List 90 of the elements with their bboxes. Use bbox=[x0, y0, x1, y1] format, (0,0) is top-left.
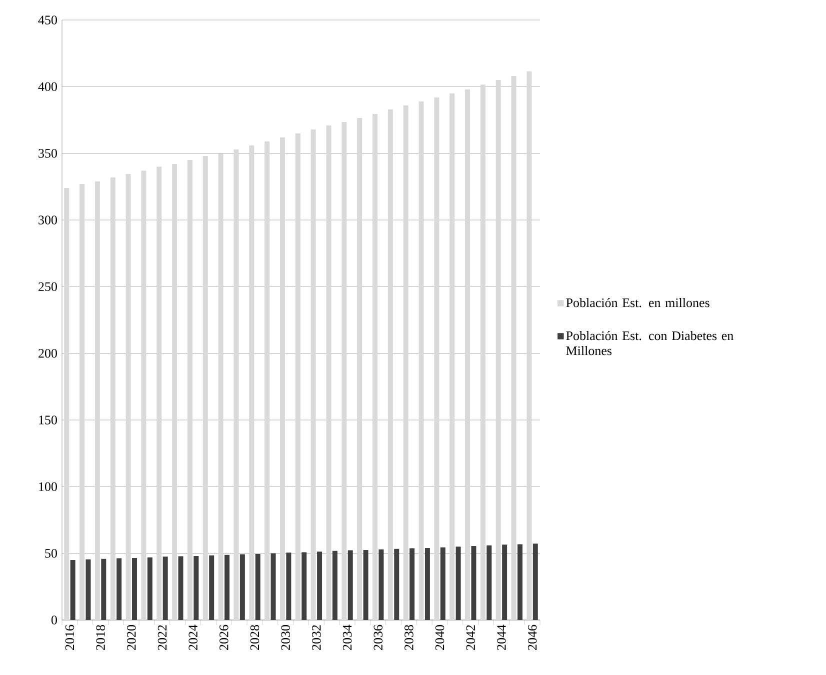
bar bbox=[126, 174, 131, 620]
bar bbox=[363, 550, 368, 620]
bar bbox=[255, 554, 260, 620]
x-tick-label: 2030 bbox=[281, 625, 290, 650]
legend-label: Población Est. en millones bbox=[566, 298, 710, 308]
y-tick-label: 200 bbox=[38, 348, 57, 358]
bar bbox=[532, 544, 538, 620]
bar bbox=[249, 145, 254, 620]
bar bbox=[172, 164, 178, 620]
legend-label: Población Est. con Diabetes en Millones bbox=[566, 330, 734, 356]
bar bbox=[240, 554, 245, 620]
bar bbox=[286, 552, 292, 620]
x-tick-label: 2042 bbox=[466, 625, 475, 650]
bar bbox=[264, 141, 270, 620]
x-tick-label: 2020 bbox=[127, 625, 136, 650]
bar bbox=[526, 71, 532, 620]
bar bbox=[132, 558, 137, 620]
bar bbox=[378, 549, 384, 620]
bar bbox=[496, 80, 501, 620]
bar bbox=[403, 105, 408, 620]
bar bbox=[162, 556, 168, 620]
bar bbox=[326, 125, 332, 620]
bar bbox=[517, 544, 522, 620]
x-tick-label: 2028 bbox=[250, 625, 260, 650]
bar bbox=[178, 556, 184, 620]
x-tick-label: 2036 bbox=[374, 624, 382, 650]
y-tick-label: 50 bbox=[45, 548, 57, 558]
bar bbox=[486, 545, 492, 620]
bar bbox=[116, 558, 122, 620]
bar bbox=[348, 550, 353, 620]
bar bbox=[280, 137, 285, 620]
x-tick-label: 2046 bbox=[528, 624, 537, 650]
bar bbox=[94, 181, 100, 620]
bar bbox=[202, 156, 208, 620]
bar bbox=[218, 153, 224, 620]
bar bbox=[270, 553, 276, 620]
x-tick-label: 2026 bbox=[220, 624, 228, 650]
bar bbox=[394, 548, 400, 620]
y-tick-label: 350 bbox=[38, 148, 57, 158]
x-tick-label: 2022 bbox=[158, 625, 167, 650]
bar bbox=[342, 122, 347, 620]
x-tick-label: 2034 bbox=[342, 624, 352, 650]
bar bbox=[465, 89, 470, 620]
bar bbox=[156, 166, 162, 620]
bar bbox=[70, 560, 76, 620]
bar bbox=[418, 101, 424, 620]
bar bbox=[194, 556, 199, 620]
bar bbox=[310, 129, 316, 620]
x-tick-label: 2040 bbox=[435, 625, 444, 650]
bar bbox=[317, 552, 322, 620]
y-tick-label: 0 bbox=[51, 616, 57, 624]
bar bbox=[440, 547, 446, 620]
x-tick-label: 2016 bbox=[65, 624, 74, 650]
bar bbox=[86, 559, 91, 620]
x-tick-label: 2038 bbox=[404, 625, 414, 650]
bar bbox=[502, 544, 508, 620]
y-tick-label: 450 bbox=[38, 16, 57, 24]
y-tick-label: 400 bbox=[38, 82, 57, 92]
bar bbox=[471, 546, 476, 620]
y-tick-label: 150 bbox=[39, 416, 57, 424]
bar bbox=[456, 546, 461, 620]
bar bbox=[64, 188, 70, 620]
bar bbox=[147, 557, 152, 620]
x-tick-label: 2044 bbox=[497, 624, 506, 650]
bar bbox=[80, 184, 85, 620]
bar bbox=[224, 554, 230, 620]
bar bbox=[187, 160, 192, 620]
bar bbox=[511, 76, 516, 620]
y-tick-label: 250 bbox=[38, 282, 57, 292]
bar bbox=[295, 133, 300, 620]
bar bbox=[388, 109, 393, 620]
x-tick-label: 2024 bbox=[188, 624, 198, 650]
bar bbox=[234, 149, 239, 620]
bar bbox=[357, 118, 362, 620]
bar bbox=[434, 97, 440, 620]
bar bbox=[424, 548, 430, 620]
bar bbox=[410, 548, 415, 620]
bar bbox=[110, 177, 116, 620]
y-tick-label: 100 bbox=[39, 482, 57, 492]
y-tick-label: 300 bbox=[38, 216, 57, 224]
bar bbox=[480, 84, 486, 620]
bar bbox=[372, 114, 378, 620]
bar bbox=[302, 552, 307, 620]
x-tick-label: 2018 bbox=[96, 625, 105, 650]
bar bbox=[450, 93, 455, 620]
bar bbox=[332, 550, 338, 620]
bar bbox=[209, 555, 214, 620]
x-tick-label: 2032 bbox=[312, 625, 321, 650]
bar bbox=[101, 558, 106, 620]
bar bbox=[141, 170, 146, 620]
